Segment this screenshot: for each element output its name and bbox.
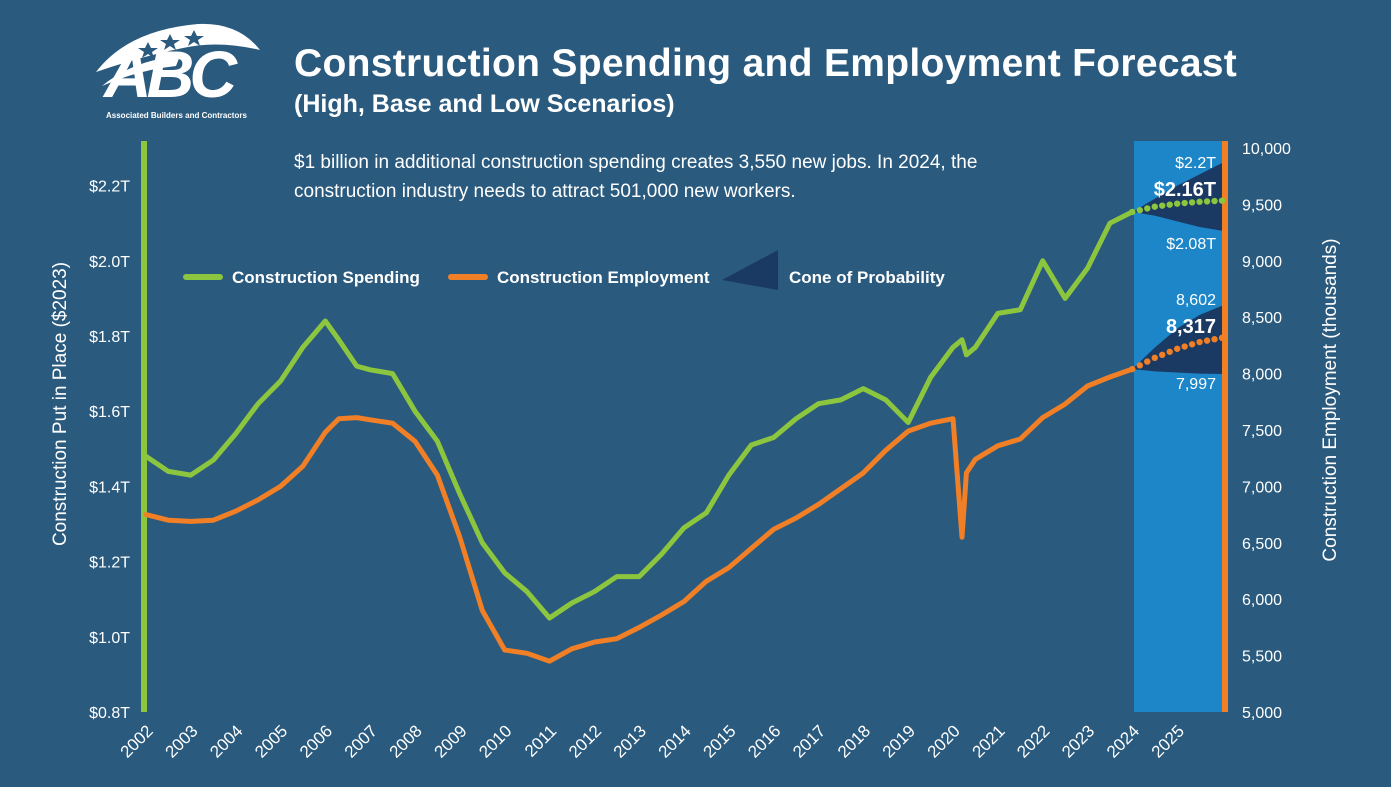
y-right-tick-label: 5,500 <box>1242 649 1282 666</box>
employment-forecast-dot <box>1173 345 1181 352</box>
y-right-tick-label: 10,000 <box>1242 141 1291 158</box>
y-left-tick-label: $2.0T <box>89 254 130 271</box>
y-right-axis-title: Construction Employment (thousands) <box>1320 238 1341 561</box>
logo-caption: Associated Builders and Contractors <box>106 111 247 120</box>
right-axis-bar <box>1222 141 1228 712</box>
annotation-employment-low: 7,997 <box>1176 376 1216 393</box>
spending-forecast-dot <box>1181 199 1188 207</box>
x-tick-label: 2012 <box>565 721 605 761</box>
x-tick-label: 2016 <box>744 721 784 761</box>
x-tick-label: 2011 <box>521 721 560 760</box>
logo-text: ABC <box>104 37 237 111</box>
y-right-tick-label: 7,500 <box>1242 423 1282 440</box>
spending-forecast-dot <box>1166 201 1173 208</box>
y-right-tick-label: 9,500 <box>1242 197 1282 214</box>
spending-forecast-dot <box>1188 199 1196 206</box>
employment-forecast-dot <box>1136 362 1144 369</box>
x-tick-label: 2020 <box>924 721 964 761</box>
y-right-tick-label: 7,000 <box>1242 479 1282 496</box>
y-right-tick-label: 8,000 <box>1242 367 1282 384</box>
y-right-tick-label: 6,500 <box>1242 536 1282 553</box>
legend-label-spending: Construction Spending <box>232 268 420 287</box>
legend-label-employment: Construction Employment <box>497 268 710 287</box>
page-title: Construction Spending and Employment For… <box>294 42 1238 85</box>
employment-forecast-dot <box>1129 365 1136 373</box>
spending-forecast-dot <box>1218 197 1226 204</box>
x-tick-label: 2021 <box>968 721 1008 761</box>
x-tick-label: 2018 <box>834 721 874 761</box>
employment-forecast-dot <box>1166 348 1173 355</box>
x-tick-label: 2023 <box>1058 721 1098 761</box>
x-tick-label: 2022 <box>1013 721 1053 761</box>
spending-forecast-dot <box>1136 206 1144 214</box>
left-axis-bar <box>141 141 147 712</box>
x-tick-label: 2013 <box>610 721 650 761</box>
employment-forecast-dot <box>1211 336 1218 343</box>
spending-forecast-dot <box>1173 200 1181 207</box>
employment-line <box>143 366 1135 664</box>
employment-forecast-dot <box>1159 351 1166 358</box>
y-left-tick-label: $1.6T <box>89 404 130 421</box>
spending-forecast-dot <box>1144 205 1151 212</box>
y-right-tick-label: 6,000 <box>1242 592 1282 609</box>
x-tick-label: 2025 <box>1148 721 1188 761</box>
page-subtitle: (High, Base and Low Scenarios) <box>294 90 675 118</box>
y-left-axis-title: Construction Put in Place ($2023) <box>50 262 71 546</box>
spending-forecast-dot <box>1159 202 1166 209</box>
annotation-spending-low: $2.08T <box>1166 236 1216 253</box>
y-left-tick-label: $1.2T <box>89 555 130 572</box>
annotation-spending-high: $2.2T <box>1175 155 1216 172</box>
employment-forecast-dot <box>1151 354 1158 362</box>
x-tick-label: 2009 <box>430 721 470 761</box>
y-left-tick-label: $1.0T <box>89 630 130 647</box>
x-tick-label: 2017 <box>789 721 829 761</box>
y-left-tick-label: $1.8T <box>89 329 130 346</box>
y-right-tick-label: 5,000 <box>1242 705 1282 722</box>
x-tick-label: 2006 <box>296 721 336 761</box>
x-tick-label: 2015 <box>699 721 739 761</box>
employment-forecast-dot <box>1196 338 1203 346</box>
flag-stars-icon <box>96 23 260 86</box>
x-tick-label: 2004 <box>206 721 246 761</box>
x-tick-label: 2024 <box>1103 721 1143 761</box>
x-tick-label: 2008 <box>386 721 426 761</box>
y-left-tick-label: $2.2T <box>89 179 130 196</box>
legend-swatch-cone <box>722 250 778 290</box>
employment-forecast-dot <box>1181 343 1188 350</box>
forecast-band <box>1134 141 1222 712</box>
x-tick-label: 2007 <box>341 721 381 761</box>
spending-forecast-dot <box>1129 208 1136 216</box>
employment-forecast-dot <box>1218 334 1226 342</box>
x-tick-label: 2010 <box>475 721 515 761</box>
spending-forecast-dot <box>1196 198 1203 205</box>
annotation-employment-base: 8,317 <box>1166 316 1216 338</box>
spending-cone <box>1132 163 1222 231</box>
y-left-tick-label: $0.8T <box>89 705 130 722</box>
employment-forecast-dot <box>1203 337 1211 344</box>
legend-label-cone: Cone of Probability <box>789 268 945 287</box>
spending-forecast-dot <box>1203 198 1211 205</box>
x-tick-label: 2002 <box>117 721 157 761</box>
x-tick-label: 2019 <box>879 721 919 761</box>
y-left-tick-label: $1.4T <box>89 479 130 496</box>
spending-line <box>143 209 1135 621</box>
x-tick-label: 2014 <box>655 721 695 761</box>
y-right-tick-label: 8,500 <box>1242 310 1282 327</box>
spending-forecast-dot <box>1151 203 1158 210</box>
abc-logo <box>88 20 268 124</box>
spending-forecast-dot <box>1211 197 1218 205</box>
annotation-employment-high: 8,602 <box>1176 292 1216 309</box>
annotation-spending-base: $2.16T <box>1154 179 1216 201</box>
x-tick-label: 2003 <box>161 721 201 761</box>
chart-note: $1 billion in additional construction sp… <box>294 152 978 202</box>
employment-forecast-dot <box>1144 358 1151 365</box>
y-right-tick-label: 9,000 <box>1242 254 1282 271</box>
employment-forecast-dot <box>1188 341 1196 348</box>
x-tick-label: 2005 <box>251 721 291 761</box>
